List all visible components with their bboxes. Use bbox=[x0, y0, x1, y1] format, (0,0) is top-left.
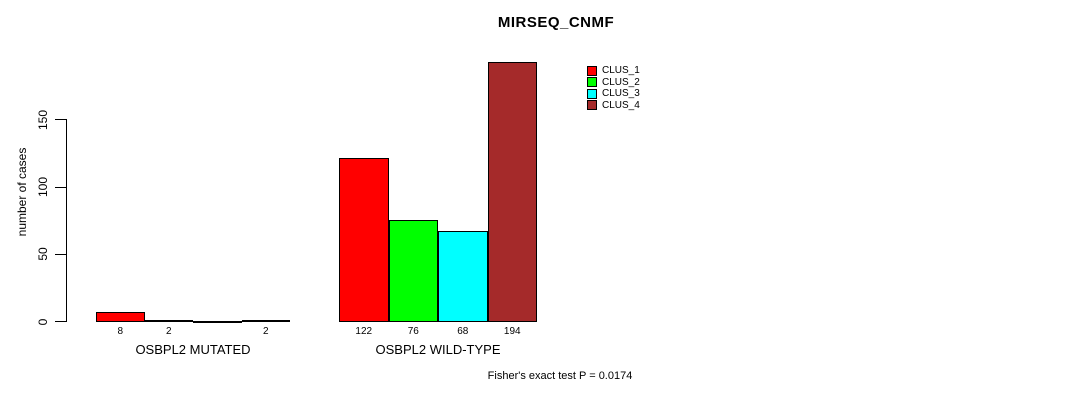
bar-value-label: 2 bbox=[165, 326, 172, 337]
category-label: OSBPL2 MUTATED bbox=[135, 342, 251, 357]
bar-CLUS_4 bbox=[487, 61, 537, 323]
y-tick-mark bbox=[55, 119, 67, 121]
bar-value-label: 122 bbox=[355, 326, 373, 337]
legend-swatch bbox=[587, 88, 597, 99]
legend-item: CLUS_2 bbox=[587, 77, 640, 89]
legend-item: CLUS_3 bbox=[587, 88, 640, 100]
y-tick-label: 100 bbox=[36, 176, 50, 198]
bar-CLUS_2 bbox=[388, 220, 438, 323]
legend-swatch bbox=[587, 100, 597, 111]
legend-label: CLUS_3 bbox=[602, 88, 640, 100]
y-axis-line bbox=[66, 119, 67, 322]
chart-title: MIRSEQ_CNMF bbox=[497, 14, 615, 31]
legend-item: CLUS_4 bbox=[587, 100, 640, 112]
y-axis-label: number of cases bbox=[15, 147, 29, 237]
legend-swatch bbox=[587, 77, 597, 88]
bar-CLUS_3-zero bbox=[193, 321, 242, 323]
legend: CLUS_1 CLUS_2 CLUS_3 CLUS_4 bbox=[587, 65, 640, 111]
bar-value-label: 68 bbox=[457, 326, 469, 337]
bar-value-label: 2 bbox=[262, 326, 269, 337]
bar-value-label: 8 bbox=[117, 326, 124, 337]
legend-label: CLUS_2 bbox=[602, 76, 640, 88]
y-tick-mark bbox=[55, 253, 67, 255]
y-tick-mark bbox=[55, 321, 67, 322]
bar-CLUS_1 bbox=[339, 158, 389, 323]
bar-value-label: 76 bbox=[407, 326, 419, 337]
bar-CLUS_1 bbox=[96, 311, 145, 323]
y-tick-label: 50 bbox=[36, 247, 50, 261]
y-tick-label: 0 bbox=[36, 318, 50, 325]
legend-swatch bbox=[587, 65, 597, 76]
bar-CLUS_2 bbox=[144, 319, 193, 323]
bar-CLUS_4 bbox=[241, 319, 290, 323]
legend-item: CLUS_1 bbox=[587, 65, 640, 77]
y-tick-mark bbox=[55, 186, 67, 188]
annotation-text: Fisher's exact test P = 0.0174 bbox=[487, 370, 633, 382]
category-label: OSBPL2 WILD-TYPE bbox=[375, 342, 501, 357]
bar-value-label: 194 bbox=[503, 326, 521, 337]
bar-CLUS_3 bbox=[438, 231, 488, 323]
y-tick-label: 150 bbox=[36, 109, 50, 130]
legend-label: CLUS_1 bbox=[602, 65, 640, 77]
legend-label: CLUS_4 bbox=[602, 99, 640, 111]
